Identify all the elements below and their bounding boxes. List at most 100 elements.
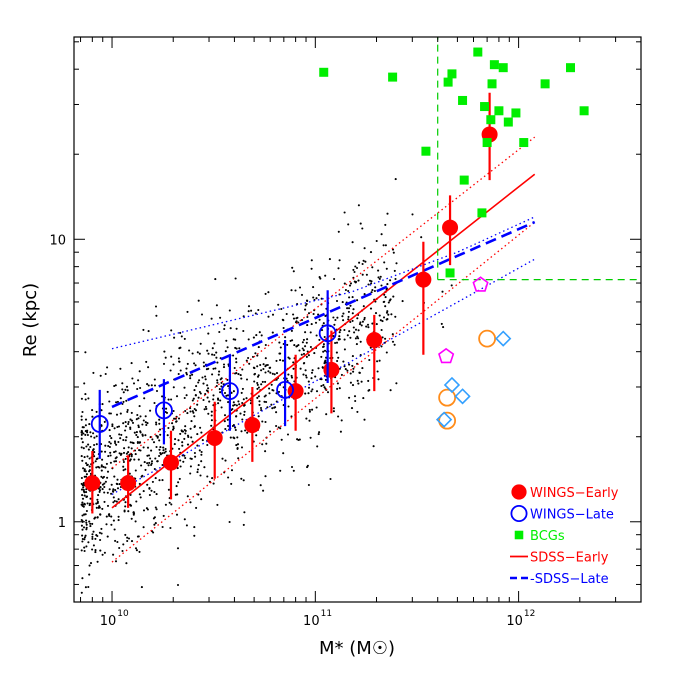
- field-galaxy-dot: [338, 335, 341, 338]
- field-galaxy-dot: [366, 323, 370, 326]
- field-galaxy-dot: [277, 426, 280, 429]
- field-galaxy-dot: [224, 350, 227, 353]
- field-galaxy-dot: [80, 476, 83, 480]
- field-galaxy-dot: [337, 267, 340, 270]
- field-galaxy-dot: [395, 262, 398, 265]
- field-galaxy-dot: [347, 310, 350, 313]
- field-galaxy-dot: [115, 456, 118, 459]
- field-galaxy-dot: [279, 359, 282, 362]
- field-galaxy-dot: [395, 382, 398, 385]
- field-galaxy-dot: [135, 500, 138, 503]
- field-galaxy-dot: [263, 400, 266, 403]
- field-galaxy-dot: [205, 407, 208, 410]
- field-galaxy-dot: [152, 517, 155, 520]
- field-galaxy-dot: [230, 482, 233, 485]
- field-galaxy-dot: [441, 290, 444, 293]
- field-galaxy-dot: [308, 410, 311, 413]
- field-galaxy-dot: [136, 387, 139, 391]
- field-galaxy-dot: [265, 400, 268, 404]
- field-galaxy-dot: [126, 410, 129, 413]
- field-galaxy-dot: [386, 283, 389, 286]
- field-galaxy-dot: [197, 299, 200, 302]
- field-galaxy-dot: [322, 322, 325, 325]
- field-galaxy-dot: [218, 370, 221, 373]
- field-galaxy-dot: [161, 452, 164, 455]
- field-galaxy-dot: [220, 385, 223, 388]
- field-galaxy-dot: [106, 476, 109, 479]
- field-galaxy-dot: [179, 331, 182, 334]
- field-galaxy-dot: [310, 323, 313, 326]
- field-galaxy-dot: [316, 445, 319, 448]
- field-galaxy-dot: [332, 316, 335, 319]
- field-galaxy-dot: [241, 418, 244, 421]
- field-galaxy-dot: [304, 392, 307, 395]
- field-galaxy-dot: [97, 465, 100, 468]
- field-galaxy-dot: [87, 448, 90, 451]
- field-galaxy-dot: [124, 533, 127, 536]
- field-galaxy-dot: [200, 450, 203, 454]
- field-galaxy-dot: [256, 383, 259, 386]
- field-galaxy-dot: [256, 381, 259, 385]
- field-galaxy-dot: [116, 478, 119, 481]
- field-galaxy-dot: [292, 367, 295, 370]
- field-galaxy-dot: [95, 466, 98, 469]
- field-galaxy-dot: [122, 469, 125, 472]
- field-galaxy-dot: [308, 419, 311, 422]
- field-galaxy-dot: [175, 485, 178, 488]
- field-galaxy-dot: [135, 433, 138, 437]
- field-galaxy-dot: [296, 316, 299, 319]
- data-point: [511, 108, 521, 118]
- field-galaxy-dot: [225, 339, 228, 342]
- field-galaxy-dot: [381, 320, 384, 323]
- field-galaxy-dot: [384, 223, 387, 226]
- data-point: [276, 380, 294, 399]
- field-galaxy-dot: [84, 534, 87, 537]
- field-galaxy-dot: [98, 490, 101, 493]
- field-galaxy-dot: [193, 389, 196, 392]
- field-galaxy-dot: [269, 371, 272, 374]
- field-galaxy-dot: [371, 266, 374, 269]
- field-galaxy-dot: [252, 336, 255, 339]
- field-galaxy-dot: [240, 430, 243, 433]
- field-galaxy-dot: [216, 381, 219, 384]
- field-galaxy-dot: [442, 326, 445, 329]
- field-galaxy-dot: [86, 433, 89, 437]
- field-galaxy-dot: [239, 412, 242, 415]
- field-galaxy-dot: [260, 334, 263, 337]
- line-sdss-late: [111, 220, 536, 409]
- field-galaxy-dot: [97, 494, 100, 497]
- field-galaxy-dot: [137, 535, 140, 538]
- field-galaxy-dot: [88, 564, 91, 567]
- field-galaxy-dot: [117, 498, 120, 501]
- field-galaxy-dot: [393, 343, 396, 346]
- data-point: [519, 138, 529, 148]
- field-galaxy-dot: [105, 523, 108, 526]
- relation-lines: [111, 37, 641, 563]
- field-galaxy-dot: [347, 307, 351, 310]
- field-galaxy-dot: [172, 427, 175, 430]
- field-galaxy-dot: [306, 315, 309, 319]
- field-galaxy-dot: [389, 279, 392, 282]
- field-galaxy-dot: [186, 362, 189, 365]
- field-galaxy-dot: [351, 384, 355, 387]
- field-galaxy-dot: [193, 407, 196, 411]
- field-galaxy-dot: [278, 352, 281, 355]
- field-galaxy-dot: [174, 438, 177, 441]
- field-galaxy-dot: [312, 296, 315, 299]
- legend-label: -SDSS−Late: [530, 572, 609, 587]
- field-galaxy-dot: [237, 457, 240, 460]
- field-galaxy-dot: [121, 388, 124, 391]
- field-galaxy-dot: [307, 354, 310, 357]
- field-galaxy-dot: [85, 519, 88, 522]
- field-galaxy-dot: [144, 434, 147, 437]
- field-galaxy-dot: [210, 419, 213, 422]
- field-galaxy-dot: [108, 412, 111, 415]
- field-galaxy-dot: [84, 470, 87, 473]
- data-point: [415, 271, 432, 288]
- field-galaxy-dot: [256, 354, 259, 357]
- field-galaxy-dot: [251, 355, 255, 358]
- field-galaxy-dot: [142, 509, 146, 512]
- field-galaxy-dot: [200, 431, 203, 434]
- data-point: [472, 276, 489, 292]
- field-galaxy-dot: [349, 282, 353, 285]
